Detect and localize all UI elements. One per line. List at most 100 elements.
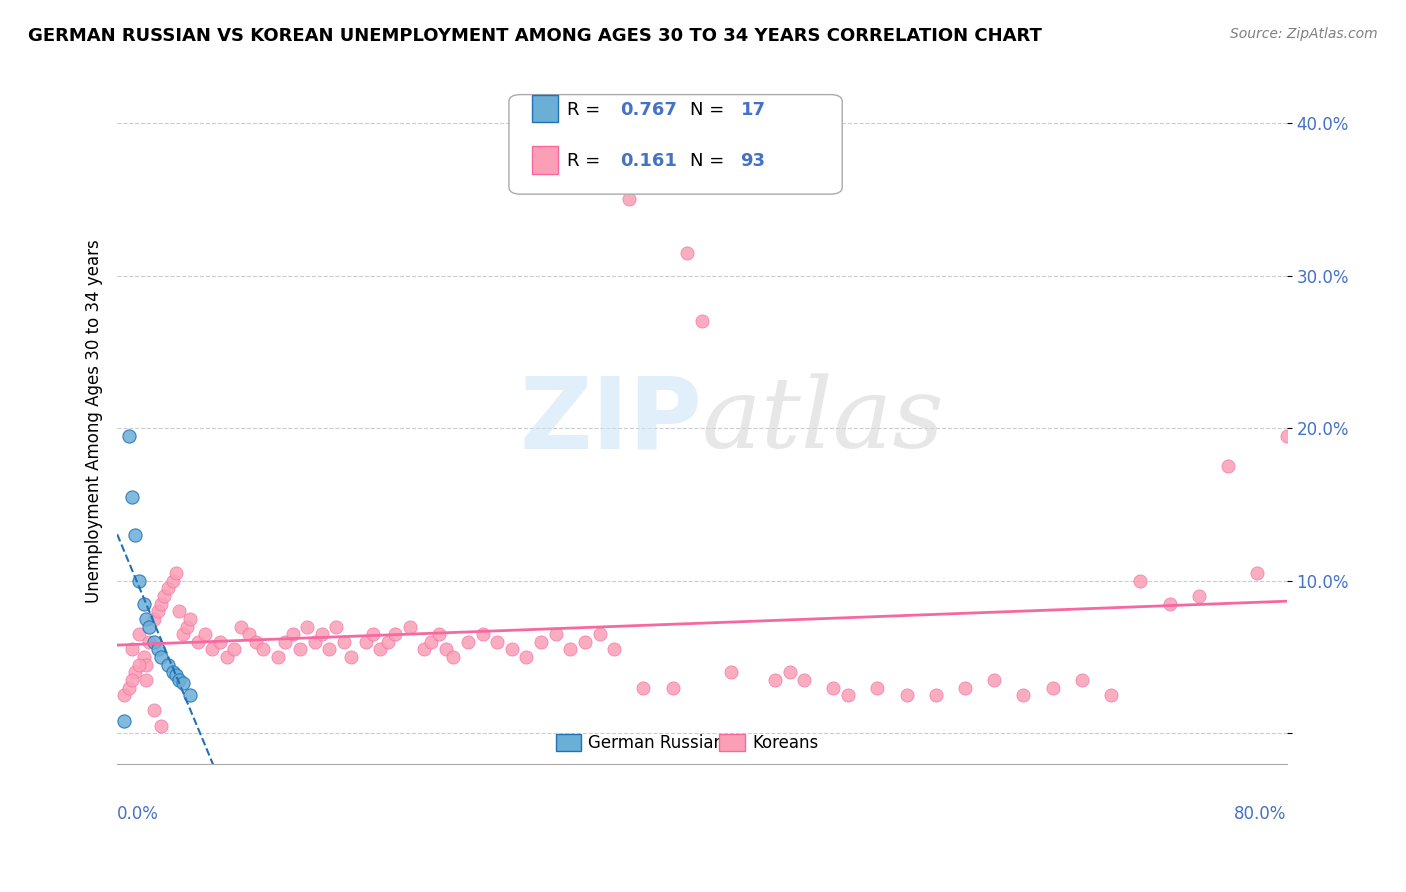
Point: [124, 665, 146, 680]
Point: [128, 574, 150, 588]
Point: [128, 657, 150, 672]
Point: [398, 619, 420, 633]
Point: [114, 714, 136, 728]
Point: [124, 528, 146, 542]
Point: [617, 193, 640, 207]
Point: [121, 673, 143, 687]
Point: [121, 490, 143, 504]
Text: Source: ZipAtlas.com: Source: ZipAtlas.com: [1230, 27, 1378, 41]
Point: [574, 634, 596, 648]
Point: [1159, 597, 1181, 611]
Point: [720, 665, 742, 680]
Point: [515, 650, 537, 665]
Point: [252, 642, 274, 657]
Point: [150, 719, 173, 733]
Point: [153, 589, 176, 603]
Point: [311, 627, 333, 641]
Point: [162, 665, 184, 680]
Point: [823, 681, 845, 695]
Bar: [533, 95, 558, 122]
Point: [165, 668, 187, 682]
Text: ZIP: ZIP: [519, 372, 702, 469]
Point: [146, 604, 169, 618]
Point: [420, 634, 443, 648]
Point: [267, 650, 290, 665]
Point: [224, 642, 246, 657]
Point: [121, 642, 143, 657]
Point: [332, 634, 354, 648]
Point: [176, 619, 198, 633]
Point: [1246, 566, 1268, 581]
Point: [486, 634, 509, 648]
Text: 80.0%: 80.0%: [1234, 805, 1286, 823]
Bar: [720, 734, 745, 751]
Point: [150, 597, 173, 611]
Point: [208, 634, 231, 648]
Point: [281, 627, 304, 641]
Point: [162, 574, 184, 588]
Point: [1099, 688, 1122, 702]
Text: R =: R =: [568, 153, 606, 170]
Point: [434, 642, 457, 657]
Point: [690, 314, 713, 328]
Point: [983, 673, 1005, 687]
Point: [132, 650, 155, 665]
Point: [354, 634, 377, 648]
Text: 0.767: 0.767: [620, 101, 676, 119]
Text: 0.0%: 0.0%: [117, 805, 159, 823]
Point: [1042, 681, 1064, 695]
Point: [167, 673, 190, 687]
Point: [274, 634, 297, 648]
Point: [142, 703, 165, 717]
Point: [135, 657, 157, 672]
Point: [150, 650, 173, 665]
Point: [318, 642, 340, 657]
FancyBboxPatch shape: [509, 95, 842, 194]
Text: atlas: atlas: [702, 373, 945, 468]
Point: [925, 688, 948, 702]
Point: [544, 627, 567, 641]
Point: [560, 642, 582, 657]
Point: [132, 597, 155, 611]
Point: [325, 619, 347, 633]
Point: [1071, 673, 1094, 687]
Point: [231, 619, 253, 633]
Point: [142, 634, 165, 648]
Point: [179, 612, 201, 626]
Point: [457, 634, 479, 648]
Point: [1188, 589, 1211, 603]
Point: [603, 642, 626, 657]
Point: [215, 650, 238, 665]
Point: [501, 642, 523, 657]
Text: N =: N =: [690, 101, 730, 119]
Point: [288, 642, 311, 657]
Point: [146, 642, 169, 657]
Text: GERMAN RUSSIAN VS KOREAN UNEMPLOYMENT AMONG AGES 30 TO 34 YEARS CORRELATION CHAR: GERMAN RUSSIAN VS KOREAN UNEMPLOYMENT AM…: [28, 27, 1042, 45]
Point: [165, 566, 187, 581]
Point: [427, 627, 450, 641]
Point: [187, 634, 209, 648]
Text: 93: 93: [741, 153, 765, 170]
Point: [194, 627, 217, 641]
Point: [179, 688, 201, 702]
Point: [896, 688, 918, 702]
Point: [297, 619, 319, 633]
Point: [866, 681, 889, 695]
Point: [661, 681, 683, 695]
Point: [245, 634, 267, 648]
Point: [837, 688, 859, 702]
Text: Koreans: Koreans: [752, 733, 818, 752]
Point: [1129, 574, 1152, 588]
Point: [763, 673, 786, 687]
Point: [779, 665, 801, 680]
Point: [793, 673, 815, 687]
Point: [530, 634, 553, 648]
Point: [138, 634, 160, 648]
Point: [588, 627, 610, 641]
Y-axis label: Unemployment Among Ages 30 to 34 years: Unemployment Among Ages 30 to 34 years: [86, 239, 103, 602]
Point: [368, 642, 391, 657]
Point: [142, 612, 165, 626]
Text: N =: N =: [690, 153, 730, 170]
Point: [1275, 429, 1298, 443]
Text: German Russians: German Russians: [589, 733, 733, 752]
